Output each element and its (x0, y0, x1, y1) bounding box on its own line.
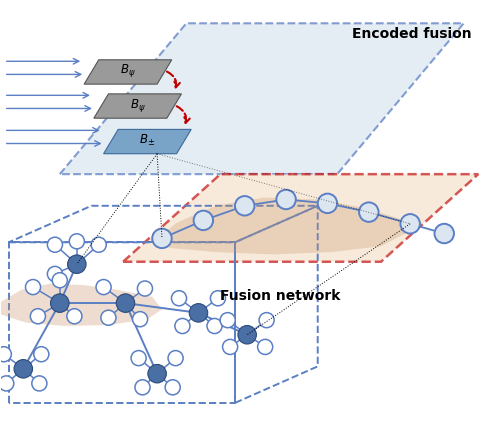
Circle shape (32, 376, 47, 391)
Circle shape (172, 291, 186, 306)
Circle shape (48, 266, 62, 281)
Polygon shape (123, 174, 478, 262)
Text: $B_{\psi}$: $B_{\psi}$ (120, 62, 136, 80)
Circle shape (258, 339, 272, 355)
Circle shape (189, 304, 208, 322)
Circle shape (175, 318, 190, 333)
Circle shape (434, 224, 454, 243)
Polygon shape (94, 94, 182, 118)
Circle shape (52, 273, 68, 288)
Circle shape (165, 380, 180, 395)
Circle shape (135, 380, 150, 395)
Circle shape (318, 194, 337, 213)
Polygon shape (152, 197, 406, 255)
Circle shape (91, 237, 106, 252)
Circle shape (259, 313, 274, 328)
Circle shape (14, 359, 32, 378)
Circle shape (50, 294, 69, 312)
Circle shape (148, 365, 167, 383)
Circle shape (132, 312, 148, 327)
Circle shape (68, 255, 86, 273)
Circle shape (96, 280, 111, 294)
Circle shape (235, 196, 255, 216)
Circle shape (359, 202, 378, 222)
Circle shape (48, 237, 62, 252)
Circle shape (152, 229, 172, 248)
Text: Encoded fusion: Encoded fusion (352, 27, 472, 41)
Circle shape (222, 339, 238, 355)
Circle shape (0, 347, 12, 362)
Text: Fusion network: Fusion network (220, 289, 341, 303)
Polygon shape (60, 23, 464, 174)
Circle shape (276, 190, 296, 209)
Circle shape (101, 310, 116, 325)
Circle shape (138, 281, 152, 296)
Text: $B_{\pm}$: $B_{\pm}$ (140, 133, 156, 148)
Circle shape (131, 351, 146, 365)
Polygon shape (0, 284, 162, 326)
Circle shape (34, 347, 49, 362)
Circle shape (0, 376, 14, 391)
Circle shape (116, 294, 134, 312)
Circle shape (238, 326, 256, 344)
Circle shape (220, 313, 235, 328)
Text: $B_{\psi}$: $B_{\psi}$ (130, 97, 146, 113)
Circle shape (26, 280, 40, 294)
Polygon shape (84, 60, 172, 84)
Circle shape (400, 214, 420, 233)
Circle shape (70, 234, 84, 249)
Circle shape (210, 291, 226, 306)
Circle shape (207, 318, 222, 333)
Circle shape (194, 211, 213, 230)
Circle shape (168, 351, 183, 365)
Circle shape (67, 309, 82, 324)
Circle shape (30, 309, 46, 324)
Polygon shape (104, 129, 191, 154)
